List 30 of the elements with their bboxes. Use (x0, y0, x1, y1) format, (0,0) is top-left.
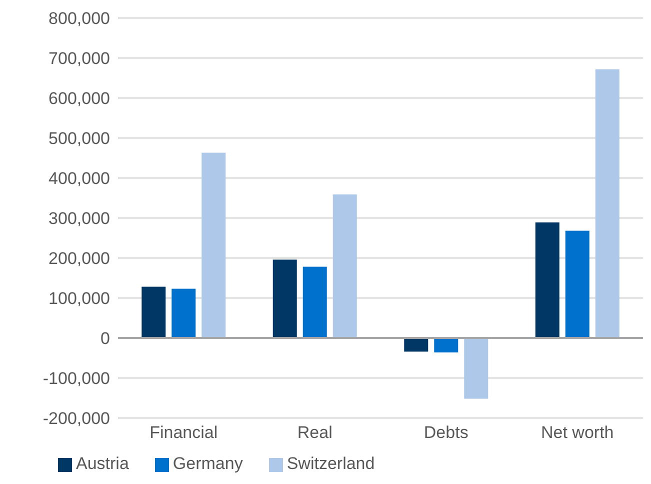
y-tick-label: 400,000 (48, 169, 110, 188)
bar (272, 260, 297, 338)
y-tick-label: 300,000 (48, 209, 110, 228)
bar (565, 230, 590, 338)
bar (595, 69, 620, 338)
bar (434, 338, 458, 352)
bar (202, 152, 226, 338)
y-tick-label: 700,000 (48, 49, 110, 68)
bar (302, 266, 327, 338)
legend-label: Switzerland (286, 454, 375, 473)
y-tick-label: 600,000 (48, 89, 110, 108)
bar (404, 338, 428, 352)
y-tick-label: 100,000 (48, 289, 110, 308)
legend-label: Austria (76, 454, 129, 473)
bar (535, 222, 560, 338)
x-tick-label: Financial (150, 423, 218, 442)
y-tick-label: 0 (100, 329, 110, 348)
x-tick-label: Net worth (541, 423, 614, 442)
x-tick-label: Debts (424, 423, 468, 442)
legend-label: Germany (172, 454, 243, 473)
bar (332, 194, 357, 338)
bar (172, 288, 196, 338)
bar (464, 338, 488, 399)
bar (142, 286, 166, 338)
y-tick-label: 500,000 (48, 129, 110, 148)
y-tick-label: -200,000 (42, 409, 110, 428)
x-tick-label: Real (297, 423, 332, 442)
y-tick-label: 800,000 (48, 9, 110, 28)
y-tick-label: -100,000 (42, 369, 110, 388)
y-tick-label: 200,000 (48, 249, 110, 268)
